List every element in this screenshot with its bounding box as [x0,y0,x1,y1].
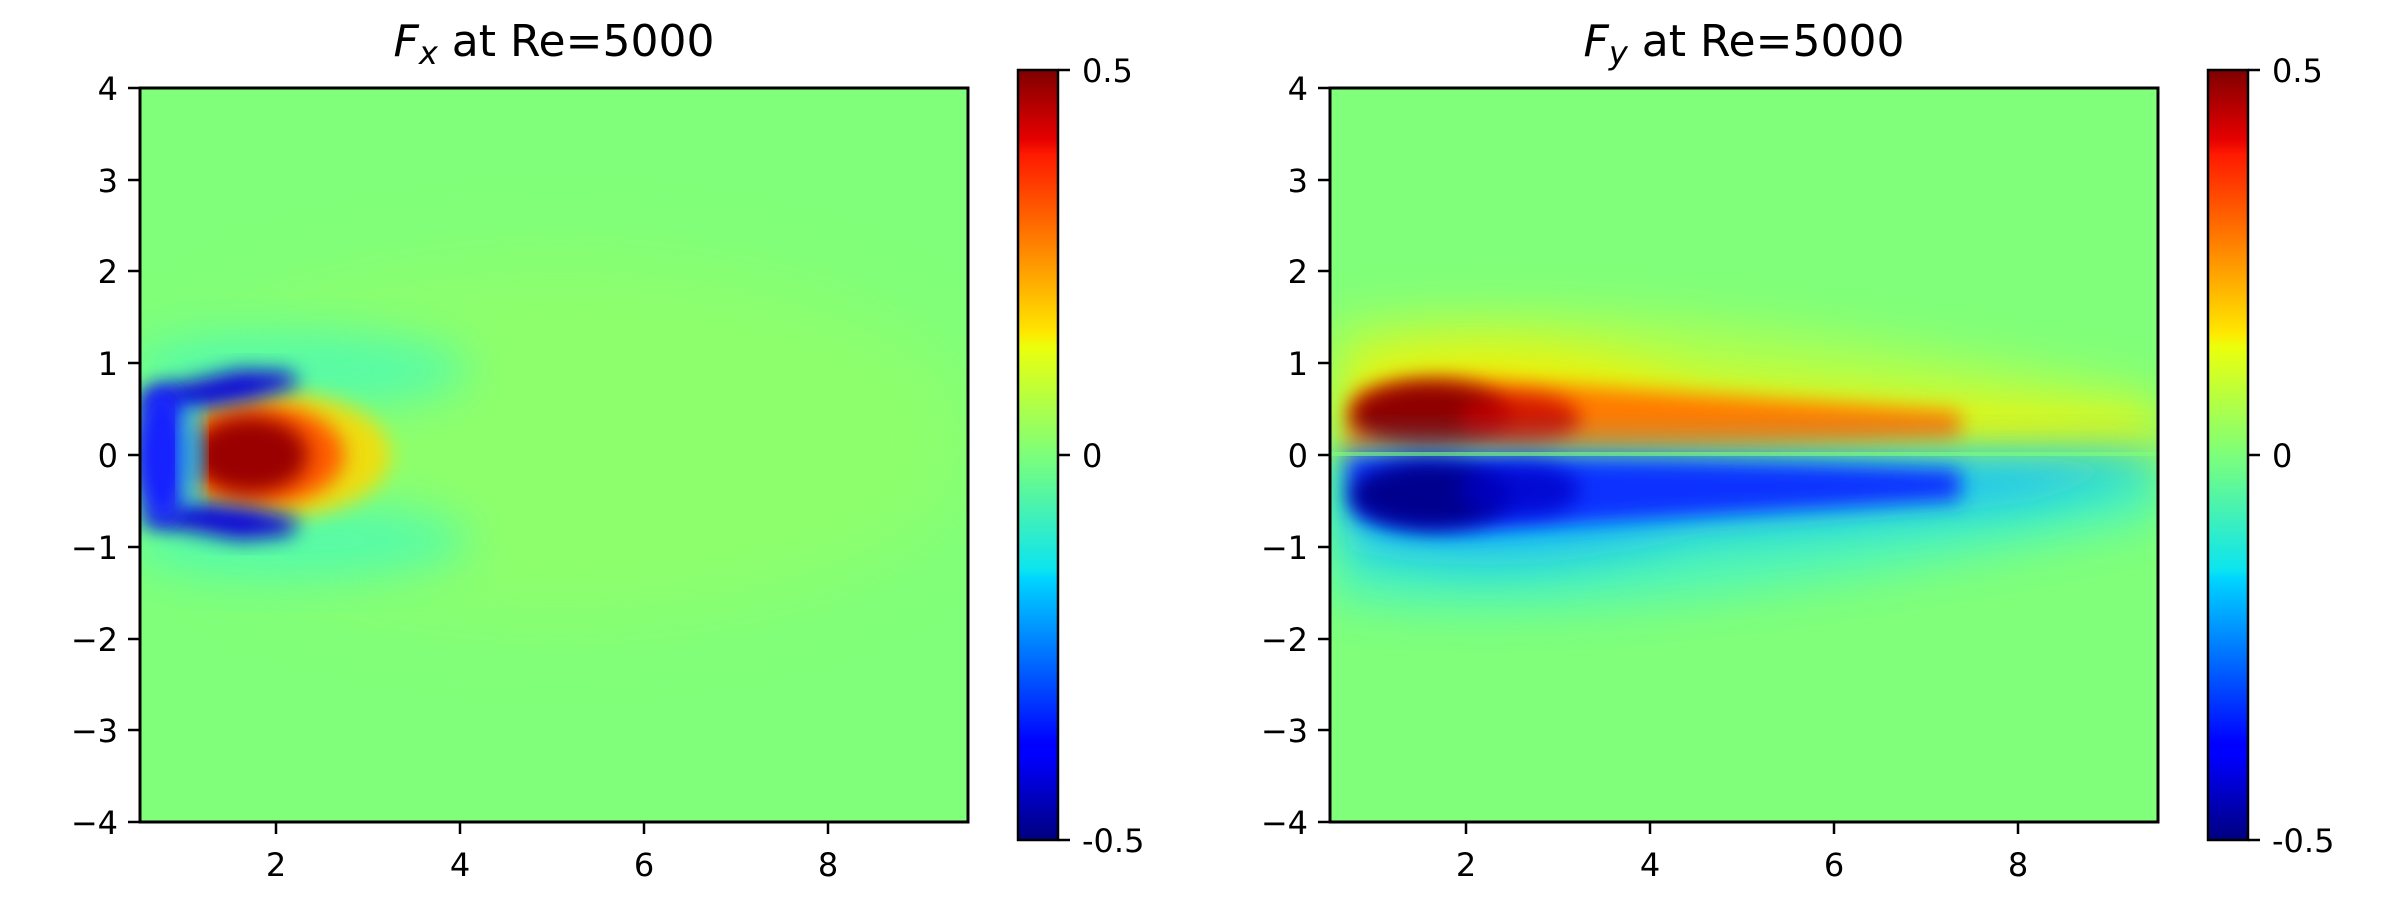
y-tick-label: −1 [71,529,118,567]
panel-fy: Fy at Re=5000 [1261,16,2335,884]
title-subscript: y [1608,34,1629,72]
panel-title: Fy at Re=5000 [1584,16,1905,72]
x-tick-label: 6 [1824,846,1844,884]
heatmap-field [140,88,968,822]
negative-lobe [1330,457,2158,610]
y-tick-label: 3 [1288,162,1308,200]
colorbar-tick-label: -0.5 [2272,822,2334,860]
heatmap-field [1330,88,2158,822]
y-tick-label: −3 [1261,712,1308,750]
title-text: at Re=5000 [438,16,715,67]
colorbar-tick-label: 0 [2272,437,2292,475]
colorbar-gradient [2206,68,2250,842]
panel-fx: Fx at Re=5000 2 4 [71,16,1145,884]
x-axis: 2 4 6 8 [266,822,838,884]
y-tick-label: 2 [98,253,118,291]
colorbar-gradient [1016,68,1060,842]
y-tick-label: 4 [1288,70,1308,108]
x-tick-label: 8 [2008,846,2028,884]
y-tick-label: −4 [1261,804,1308,842]
y-tick-label: 4 [98,70,118,108]
y-tick-label: −2 [1261,621,1308,659]
panel-title: Fx at Re=5000 [394,16,715,72]
y-tick-label: −2 [71,621,118,659]
colorbar: 0.5 0 -0.5 [2206,52,2334,860]
y-tick-label: 1 [1288,345,1308,383]
colorbar-tick-label: -0.5 [1082,822,1144,860]
y-tick-label: 0 [1288,437,1308,475]
x-tick-label: 6 [634,846,654,884]
title-text: at Re=5000 [1628,16,1905,67]
x-tick-label: 2 [1456,846,1476,884]
title-symbol: F [394,16,420,67]
y-tick-label: −4 [71,804,118,842]
colorbar-tick-label: 0 [1082,437,1102,475]
y-axis: 4 3 2 1 0 −1 −2 −3 −4 [1261,70,1330,842]
colorbar-tick-label: 0.5 [2272,52,2323,90]
x-tick-label: 2 [266,846,286,884]
colorbar: 0.5 0 -0.5 [1016,52,1144,860]
x-axis: 2 4 6 8 [1456,822,2028,884]
y-tick-label: −3 [71,712,118,750]
title-symbol: F [1584,16,1610,67]
y-tick-label: 3 [98,162,118,200]
x-tick-label: 4 [1640,846,1660,884]
y-tick-label: 1 [98,345,118,383]
y-tick-label: 2 [1288,253,1308,291]
positive-lobe [1330,309,2158,455]
y-axis: 4 3 2 1 0 −1 −2 −3 −4 [71,70,140,842]
colorbar-tick-label: 0.5 [1082,52,1133,90]
x-tick-label: 4 [450,846,470,884]
x-tick-label: 8 [818,846,838,884]
title-subscript: x [418,34,439,72]
y-tick-label: −1 [1261,529,1308,567]
y-tick-label: 0 [98,437,118,475]
